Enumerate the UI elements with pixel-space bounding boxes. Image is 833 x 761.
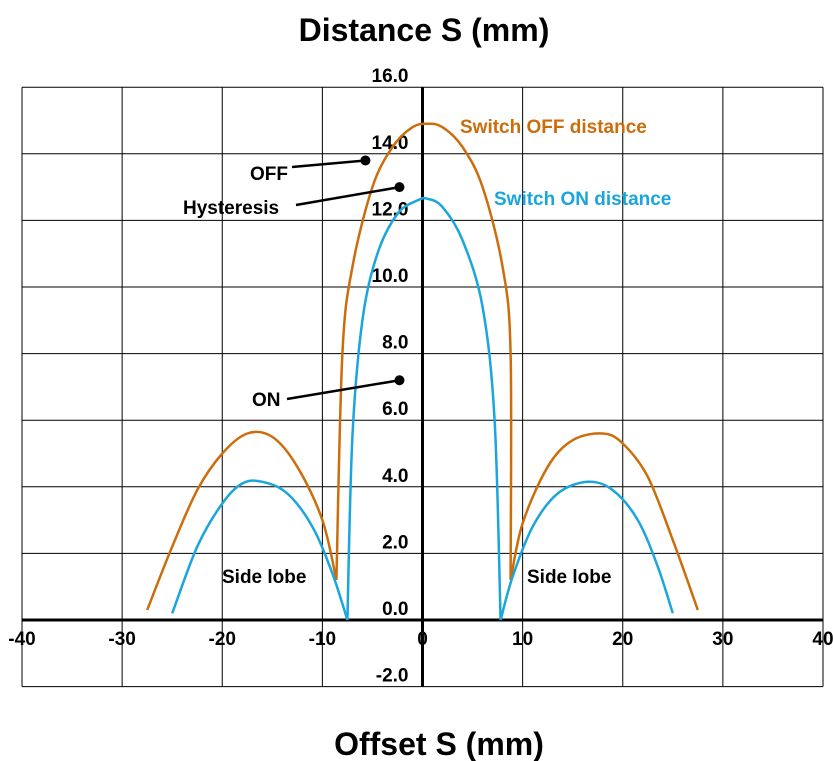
x-tick-label: 30 (712, 629, 733, 650)
y-tick-label: 12.0 (372, 199, 409, 220)
annotation-leader-line (291, 159, 366, 169)
annotation-dot (360, 155, 371, 166)
x-tick-label: 0 (417, 629, 428, 650)
switch-off-label: Switch OFF distance (460, 117, 647, 138)
x-axis-label: Offset S (mm) (334, 726, 544, 761)
annotation-dot (394, 182, 405, 193)
x-tick-label: -40 (8, 629, 35, 650)
y-tick-label: 8.0 (382, 333, 408, 354)
annotation-leader-line (286, 379, 400, 401)
y-tick-label: 2.0 (382, 532, 408, 553)
annotation-off: OFF (250, 164, 288, 185)
off-distance-curve-0 (146, 430, 338, 611)
x-tick-label: 40 (812, 629, 833, 650)
off-distance-curve-2 (509, 432, 699, 611)
on-distance-curve-2 (499, 480, 674, 621)
y-tick-label: 16.0 (372, 66, 409, 87)
on-distance-curve-1 (346, 196, 502, 621)
annotation-leader-line (295, 185, 400, 207)
series (146, 122, 699, 621)
axes (22, 87, 823, 687)
tick-labels: -40 -30 -20 -10 0 10 20 30 40 -2.0 0.0 2.0 4.0 6.0 8.0… (8, 66, 833, 686)
x-tick-label: -20 (209, 629, 236, 650)
y-tick-label: 6.0 (382, 399, 408, 420)
annotation-side-lobe: Side lobe (527, 567, 611, 588)
y-tick-label: 10.0 (372, 266, 409, 287)
annotation-side-lobe: Side lobe (222, 567, 306, 588)
x-tick-label: 10 (512, 629, 533, 650)
switch-on-label: Switch ON distance (494, 189, 671, 210)
annotation-dot (394, 375, 405, 386)
annotation-hysteresis: Hysteresis (183, 198, 279, 219)
y-tick-label: 4.0 (382, 466, 408, 487)
x-tick-label: -30 (108, 629, 135, 650)
x-tick-label: 20 (612, 629, 633, 650)
y-tick-label: 0.0 (382, 599, 408, 620)
off-distance-curve-1 (335, 122, 513, 581)
chart-title: Distance S (mm) (299, 12, 550, 48)
y-tick-label: -2.0 (376, 666, 409, 687)
annotation-on: ON (252, 390, 281, 411)
on-distance-curve-0 (171, 479, 349, 621)
x-tick-label: -10 (309, 629, 336, 650)
annotations: Switch OFF distance Switch ON distance OFF… (183, 117, 671, 588)
